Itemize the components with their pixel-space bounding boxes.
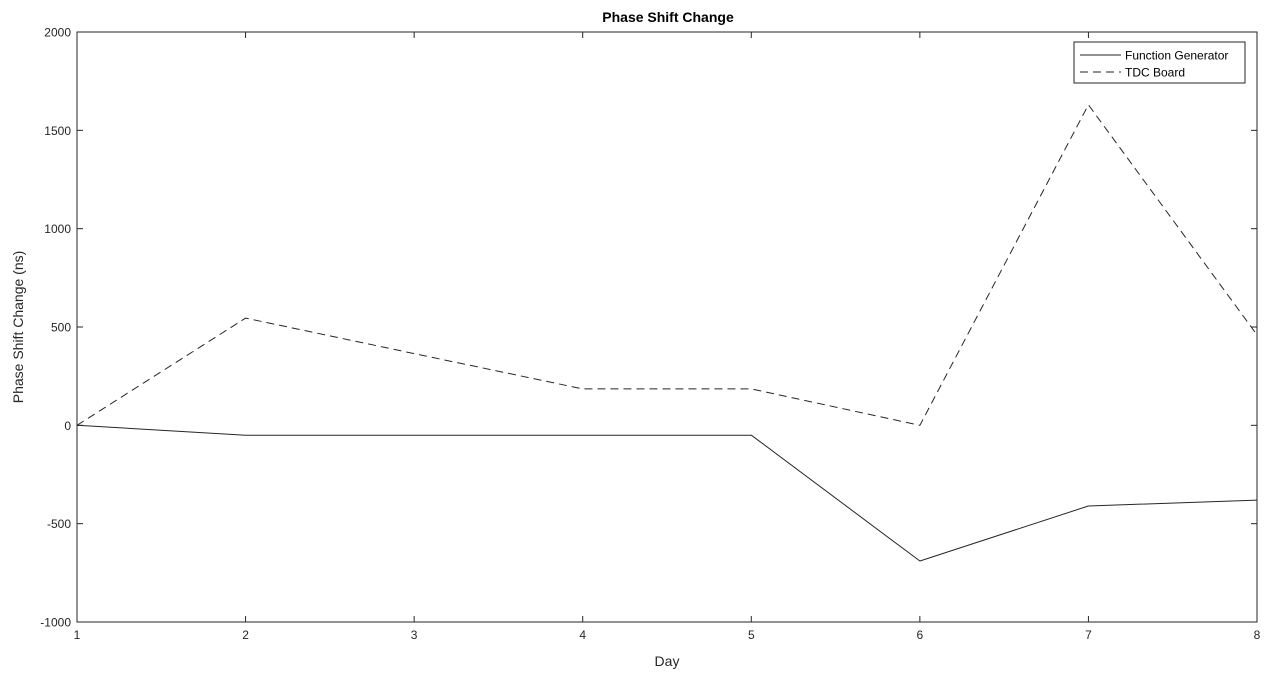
x-tick-label: 7: [1085, 628, 1092, 642]
chart-title: Phase Shift Change: [602, 9, 734, 25]
x-tick-label: 8: [1254, 628, 1261, 642]
y-tick-group: -1000 -500 0 500 1000 1500 2000: [40, 26, 1257, 630]
plot-area-frame: [76, 31, 1258, 623]
y-tick-label: 1000: [44, 222, 71, 236]
x-axis-label: Day: [655, 653, 680, 669]
y-axis-label: Phase Shift Change (ns): [10, 251, 26, 404]
x-tick-label: 5: [748, 628, 755, 642]
x-tick-group: 1 2 3 4 5 6 7 8: [74, 32, 1261, 642]
y-tick-label: -500: [47, 517, 71, 531]
series-line-tdc-board: [76, 104, 1258, 426]
series-layer: [76, 104, 1258, 562]
x-tick-label: 4: [579, 628, 586, 642]
legend: Function Generator TDC Board: [1073, 41, 1246, 84]
legend-label-tdc-board: TDC Board: [1125, 66, 1185, 80]
y-tick-label: -1000: [40, 616, 71, 630]
x-tick-label: 3: [411, 628, 418, 642]
y-tick-label: 1500: [44, 124, 71, 138]
y-tick-label: 0: [64, 419, 71, 433]
series-line-function-generator: [76, 424, 1258, 562]
legend-box: [1073, 41, 1246, 84]
y-tick-label: 500: [51, 321, 71, 335]
legend-label-function-generator: Function Generator: [1125, 49, 1228, 63]
x-tick-label: 6: [917, 628, 924, 642]
y-tick-label: 2000: [44, 26, 71, 40]
x-tick-label: 2: [242, 628, 249, 642]
x-tick-label: 1: [74, 628, 81, 642]
